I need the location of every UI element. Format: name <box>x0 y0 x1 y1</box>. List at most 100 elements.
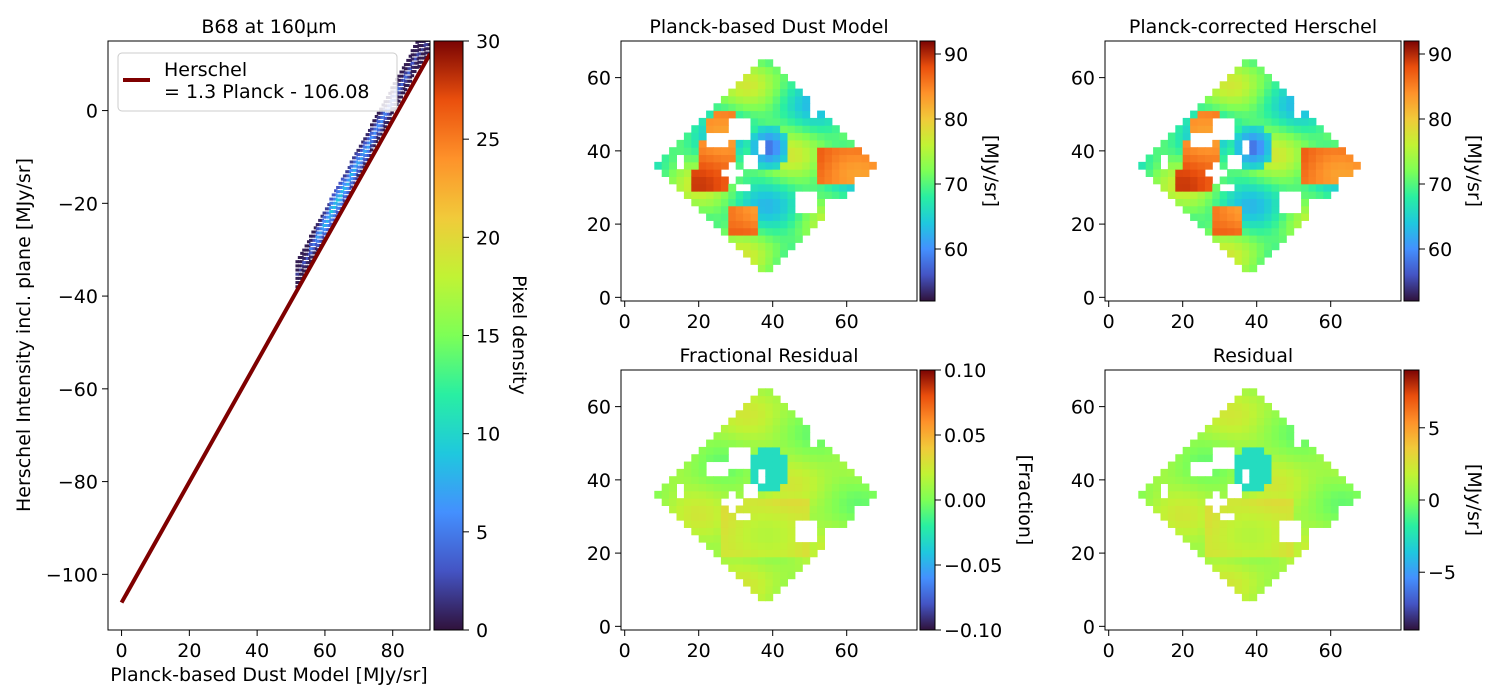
heatmap-cell <box>780 527 788 536</box>
heatmap-cell <box>854 169 862 177</box>
heatmap-cell <box>780 454 788 463</box>
colorbar-tick-label: 0.10 <box>944 360 986 382</box>
heatmap-cell <box>1264 213 1272 221</box>
density-cell <box>367 141 372 145</box>
heatmap-cell <box>750 117 759 126</box>
heatmap-cell <box>1308 468 1317 477</box>
heatmap-cell <box>1301 110 1309 119</box>
heatmap-cell <box>1212 424 1221 433</box>
density-cell <box>320 239 325 243</box>
heatmap-cell <box>772 227 781 236</box>
density-cell <box>342 195 347 199</box>
heatmap-cell <box>861 161 870 170</box>
heatmap-cell <box>683 154 692 163</box>
heatmap-cell <box>1182 169 1191 177</box>
heatmap-cell <box>1308 139 1317 148</box>
heatmap-cell <box>780 205 788 214</box>
heatmap-cell <box>1160 505 1169 514</box>
heatmap-cell <box>1264 571 1272 580</box>
heatmap-cell <box>750 235 759 243</box>
heatmap-cell <box>1227 81 1235 90</box>
heatmap-cell <box>1241 264 1250 273</box>
heatmap-cell <box>794 542 803 550</box>
heatmap-cell <box>1271 432 1280 441</box>
heatmap-cell <box>757 249 766 258</box>
heatmap-cell <box>1227 147 1235 156</box>
heatmap-cell <box>1234 432 1243 441</box>
heatmap-cell <box>1190 454 1198 463</box>
heatmap-cell <box>1249 564 1258 572</box>
heatmap-cell <box>713 220 722 229</box>
heatmap-cell <box>1219 205 1228 214</box>
x-tick-label: 60 <box>835 311 859 333</box>
heatmap-cell <box>1271 483 1280 492</box>
heatmap-cell <box>1219 110 1228 119</box>
heatmap-cell <box>728 183 737 192</box>
heatmap-cell <box>706 498 714 506</box>
heatmap-cell <box>1249 176 1258 185</box>
heatmap-cell <box>1301 154 1309 163</box>
density-cell <box>363 162 367 166</box>
heatmap-cell <box>1227 139 1235 148</box>
density-cell <box>383 112 388 116</box>
density-cell <box>302 252 306 256</box>
density-cell <box>320 214 325 218</box>
heatmap-cell <box>691 154 700 163</box>
heatmap-cell <box>1264 117 1272 126</box>
heatmap-cell <box>824 132 833 141</box>
heatmap-cell <box>669 498 677 506</box>
heatmap-cell <box>757 593 766 602</box>
density-cell <box>324 215 329 219</box>
scatter-legend: Herschel = 1.3 Planck - 106.08 <box>117 52 398 112</box>
heatmap-cell <box>1323 132 1332 141</box>
heatmap-cell <box>1271 417 1280 426</box>
heatmap-cell <box>1278 490 1287 499</box>
heatmap-cell <box>1234 169 1243 177</box>
heatmap-cell <box>735 235 744 243</box>
density-cell <box>379 115 383 119</box>
heatmap-cell <box>1249 498 1258 506</box>
heatmap-cell <box>780 542 788 550</box>
heatmap-cell <box>676 176 685 185</box>
heatmap-cell <box>1286 176 1295 185</box>
heatmap-cell <box>765 424 774 433</box>
heatmap-cell <box>735 410 744 419</box>
heatmap-cell <box>1145 490 1154 499</box>
density-cell <box>379 132 383 136</box>
heatmap-cell <box>757 198 766 207</box>
heatmap-cell <box>824 161 833 170</box>
density-cell <box>327 224 331 228</box>
heatmap-cell <box>669 505 677 514</box>
heatmap-cell <box>743 205 751 214</box>
heatmap-cell <box>765 468 774 477</box>
density-cell <box>315 248 320 252</box>
heatmap-cell <box>1219 139 1228 148</box>
heatmap-cell <box>735 439 744 448</box>
density-cell <box>306 240 311 244</box>
heatmap-cell <box>1234 235 1243 243</box>
heatmap-cell <box>1308 154 1317 163</box>
heatmap-cell <box>735 191 744 199</box>
heatmap-cell <box>1190 169 1198 177</box>
heatmap-cell <box>794 549 803 558</box>
heatmap-cell <box>728 139 737 148</box>
heatmap-cell <box>757 549 766 558</box>
heatmap-cell <box>772 88 781 97</box>
density-cell <box>419 52 424 56</box>
heatmap-cell <box>765 410 774 419</box>
heatmap-cell <box>706 205 714 214</box>
heatmap-cell <box>661 483 670 492</box>
heatmap-cell <box>772 198 781 207</box>
heatmap-cell <box>1175 191 1184 199</box>
heatmap-cell <box>735 483 744 492</box>
heatmap-cell <box>1286 132 1295 141</box>
heatmap-cell <box>1278 439 1287 448</box>
heatmap-cell <box>691 512 700 521</box>
heatmap-cell <box>1278 505 1287 514</box>
heatmap-cell <box>780 176 788 185</box>
density-cell <box>401 83 406 87</box>
heatmap-cell <box>772 73 781 82</box>
heatmap-cell <box>728 110 737 119</box>
heatmap-cell <box>1286 476 1295 485</box>
